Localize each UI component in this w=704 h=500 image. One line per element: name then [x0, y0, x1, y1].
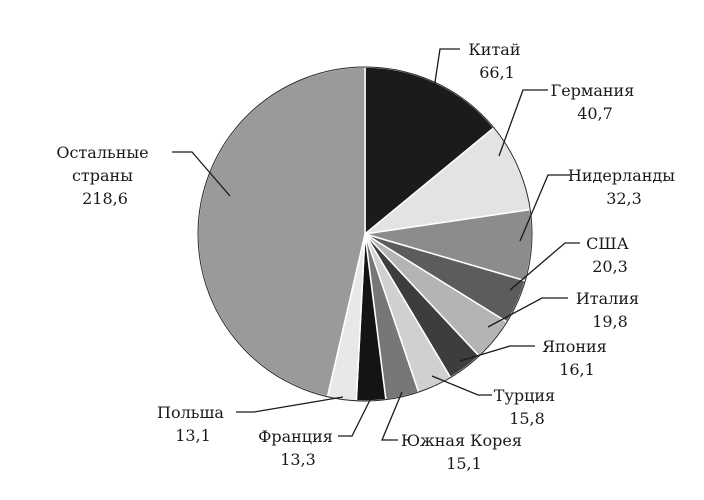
leader-line-netherlands — [519, 174, 570, 242]
leader-lines — [172, 48, 580, 441]
leader-line-poland — [236, 396, 344, 413]
label-china-name: Китай — [468, 40, 520, 59]
label-italy-value: 19,8 — [592, 312, 628, 331]
leader-line-germany — [498, 89, 548, 157]
label-other-value: 218,6 — [82, 189, 128, 208]
leader-line-china — [431, 48, 460, 103]
label-china-value: 66,1 — [479, 63, 515, 82]
leader-line-usa — [509, 242, 580, 291]
pie-outline — [197, 66, 533, 402]
label-china: Китай 66,1 — [468, 40, 525, 82]
label-poland: Польша 13,1 — [157, 403, 229, 445]
label-netherlands-value: 32,3 — [606, 189, 642, 208]
label-france-value: 13,3 — [280, 450, 316, 469]
label-usa: США 20,3 — [586, 234, 634, 276]
label-south-korea-value: 15,1 — [446, 454, 482, 473]
label-italy-name: Италия — [576, 289, 639, 308]
label-germany-name: Германия — [551, 81, 635, 100]
label-italy: Италия 19,8 — [576, 289, 644, 331]
label-netherlands: Нидерланды 32,3 — [568, 166, 680, 208]
label-france-name: Франция — [258, 427, 333, 446]
label-south-korea-name: Южная Корея — [401, 431, 522, 450]
label-usa-name: США — [586, 234, 629, 253]
label-netherlands-name: Нидерланды — [568, 166, 675, 185]
leader-line-turkey — [431, 375, 492, 396]
label-other-name-line2: страны — [72, 166, 133, 185]
label-poland-value: 13,1 — [175, 426, 211, 445]
label-turkey: Турция 15,8 — [494, 386, 560, 428]
label-japan-value: 16,1 — [559, 360, 595, 379]
label-japan-name: Япония — [542, 337, 607, 356]
leader-line-south-korea — [381, 391, 403, 441]
slice-labels: Китай 66,1 Германия 40,7 Нидерланды 32,3… — [56, 40, 680, 473]
label-turkey-value: 15,8 — [509, 409, 545, 428]
label-france: Франция 13,3 — [258, 427, 338, 469]
leader-line-other — [172, 151, 231, 197]
pie-slices — [197, 66, 533, 402]
leader-line-france — [338, 397, 372, 437]
leader-line-japan — [459, 345, 535, 362]
leader-line-italy — [487, 297, 568, 328]
label-turkey-name: Турция — [494, 386, 555, 405]
label-south-korea: Южная Корея 15,1 — [401, 431, 527, 473]
label-germany: Германия 40,7 — [551, 81, 640, 123]
label-usa-value: 20,3 — [592, 257, 628, 276]
label-japan: Япония 16,1 — [542, 337, 612, 379]
label-other: Остальные страны 218,6 — [56, 143, 153, 208]
label-other-name-line1: Остальные — [56, 143, 148, 162]
label-poland-name: Польша — [157, 403, 224, 422]
label-germany-value: 40,7 — [577, 104, 613, 123]
